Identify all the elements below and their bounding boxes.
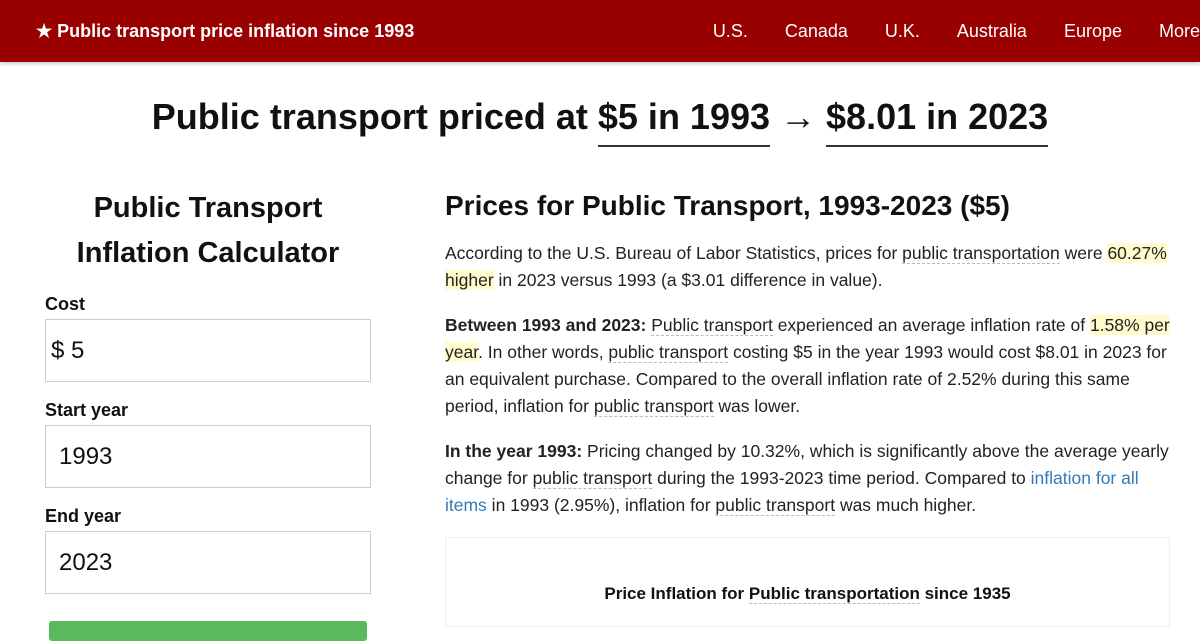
chart-title-term: Public transportation [748, 584, 920, 604]
cost-input[interactable]: $ 5 [45, 319, 371, 382]
paragraph-summary: According to the U.S. Bureau of Labor St… [445, 240, 1170, 294]
term-public-transportation: public transportation [902, 243, 1060, 264]
nav-canada[interactable]: Canada [784, 20, 848, 41]
end-year-input[interactable]: 2023 [45, 531, 371, 594]
headline-prefix: Public transport priced at [151, 96, 598, 137]
bold-lead: In the year 1993: [445, 441, 583, 461]
text: costing $5 in the year 1993 would cost $… [445, 342, 1167, 416]
term: Public transport [651, 315, 773, 336]
paragraph-year: In the year 1993: Pricing changed by 10.… [445, 438, 1170, 519]
term: public transport [715, 495, 836, 516]
brand-link[interactable]: ★ Public transport price inflation since… [36, 20, 415, 41]
cost-label: Cost [45, 294, 85, 314]
chart-title: Price Inflation for [604, 584, 749, 603]
section-title: Prices for Public Transport, 1993-2023 (… [445, 190, 1010, 221]
calculator-title: Public Transport Inflation Calculator [76, 192, 340, 269]
term: public transport [608, 342, 729, 363]
nav-uk[interactable]: U.K. [884, 20, 920, 41]
bold-lead: Between 1993 and 2023: [445, 315, 647, 335]
calculate-button[interactable] [49, 621, 367, 641]
text: during the 1993-2023 time period. Compar… [652, 468, 1031, 488]
headline-to: $8.01 in 2023 [826, 96, 1049, 147]
text: experienced an average inflation rate of [772, 315, 1090, 335]
text: was much higher. [835, 495, 977, 515]
text: . In other words, [478, 342, 609, 362]
arrow: → [770, 96, 827, 137]
paragraph-between: Between 1993 and 2023: Public transport … [445, 312, 1170, 420]
nav-more[interactable]: More [1158, 20, 1200, 41]
text: were [1059, 243, 1108, 263]
term: public transport [593, 396, 714, 417]
nav-europe[interactable]: Europe [1063, 20, 1122, 41]
start-year-label: Start year [45, 400, 129, 420]
main-content: Prices for Public Transport, 1993-2023 (… [445, 186, 1170, 627]
calculator: Public Transport Inflation Calculator Co… [45, 186, 371, 641]
end-year-label: End year [45, 506, 122, 526]
headline-from: $5 in 1993 [597, 96, 771, 147]
nav-australia[interactable]: Australia [956, 20, 1027, 41]
chart-container: Price Inflation for Public transportatio… [445, 537, 1170, 627]
text: Pricing changed by 10.32%, which is sign… [445, 441, 1169, 488]
top-nav: ★ Public transport price inflation since… [0, 0, 1200, 62]
text: According to the U.S. Bureau of Labor St… [445, 243, 903, 263]
text: was lower. [713, 396, 801, 416]
text: in 2023 versus 1993 (a $3.01 difference … [493, 270, 883, 290]
nav-links: U.S. Canada U.K. Australia Europe More [676, 0, 1200, 62]
start-year-input[interactable]: 1993 [45, 425, 371, 488]
cost-value: 5 [71, 336, 85, 364]
page-headline: Public transport priced at $5 in 1993 → … [0, 96, 1200, 147]
nav-us[interactable]: U.S. [712, 20, 748, 41]
text: in 1993 (2.95%), inflation for [486, 495, 716, 515]
inflation-all-items-link[interactable]: inflation for all items [445, 468, 1139, 515]
term: public transport [532, 468, 653, 489]
currency-symbol: $ [51, 336, 65, 364]
chart-title-end: since 1935 [919, 584, 1011, 603]
